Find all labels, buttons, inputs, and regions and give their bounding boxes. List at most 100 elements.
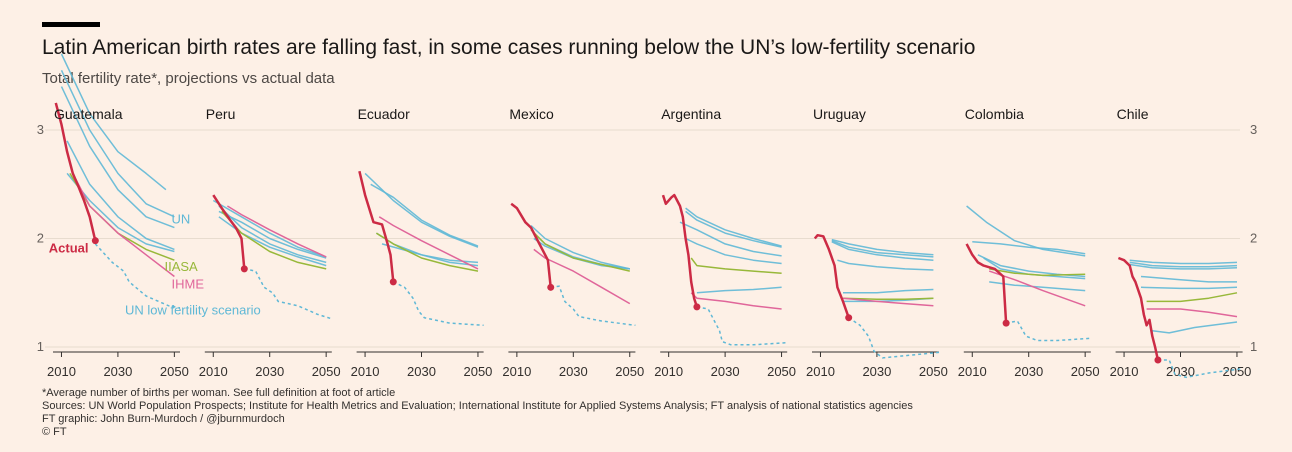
un-projection-line	[1129, 259, 1238, 265]
chart-title: Latin American birth rates are falling f…	[42, 36, 976, 59]
actual-latest-dot	[91, 237, 99, 245]
actual-line	[212, 194, 246, 270]
country-label-mexico: Mexico	[509, 106, 554, 122]
y-tick-left-3: 3	[37, 122, 44, 137]
y-tick-left-1: 1	[37, 339, 44, 354]
un-low-fertility-line	[848, 317, 940, 359]
gridlines	[45, 129, 1240, 348]
x-tick-label-2030: 2030	[103, 364, 132, 379]
series-lines	[54, 53, 1243, 379]
un-projection-line	[685, 207, 782, 247]
un-projection-line	[966, 205, 1086, 257]
x-tick-label-2010: 2010	[958, 364, 987, 379]
x-tick-label-2030: 2030	[255, 364, 284, 379]
un-projection-line	[218, 210, 327, 259]
y-tick-right-2: 2	[1250, 231, 1257, 246]
x-tick-label-2030: 2030	[407, 364, 436, 379]
x-tick-label-2010: 2010	[1110, 364, 1139, 379]
actual-line	[510, 202, 552, 288]
actual-latest-dot	[1154, 356, 1162, 364]
un-low-fertility-line	[94, 243, 181, 309]
x-tick-label-2030: 2030	[1166, 364, 1195, 379]
un-projection-line	[530, 224, 630, 270]
iiasa-projection-line	[690, 257, 782, 274]
un-low-fertility-line	[1005, 320, 1091, 342]
un-projection-line	[972, 241, 1086, 255]
actual-line	[965, 243, 1008, 324]
x-tick-label-2050: 2050	[767, 364, 796, 379]
x-tick-label-2050: 2050	[312, 364, 341, 379]
x-tick-label-2050: 2050	[160, 364, 189, 379]
x-tick-label-2010: 2010	[806, 364, 835, 379]
footnote-sources: Sources: UN World Population Prospects; …	[42, 400, 913, 412]
country-label-peru: Peru	[206, 106, 236, 122]
x-tick-label-2050: 2050	[463, 364, 492, 379]
x-tick-label-2010: 2010	[199, 364, 228, 379]
actual-line	[1117, 256, 1160, 361]
un-projection-line	[218, 205, 327, 264]
y-tick-left-2: 2	[37, 231, 44, 246]
x-tick-label-2010: 2010	[654, 364, 683, 379]
un-projection-line	[1129, 263, 1238, 270]
panel-colombia	[965, 205, 1091, 342]
un-low-fertility-line	[1157, 359, 1243, 379]
actual-latest-dot	[693, 303, 701, 311]
chart-labels: Guatemala UN Actual IIASA IHME UN low fertili…	[49, 106, 1149, 317]
un-projection-line	[1140, 286, 1238, 290]
x-tick-label-2010: 2010	[47, 364, 76, 379]
y-tick-right-3: 3	[1250, 122, 1257, 137]
footnote-credit: FT graphic: John Burn-Murdoch / @jburnmu…	[42, 413, 285, 425]
footnote-copyright: © FT	[42, 426, 67, 438]
actual-line	[661, 193, 699, 308]
ihme-projection-line	[227, 205, 327, 258]
label-actual: Actual	[49, 241, 89, 256]
x-tick-label-2030: 2030	[559, 364, 588, 379]
un-projection-line	[60, 69, 175, 218]
un-projection-line	[60, 86, 175, 229]
ihme-projection-line	[1146, 308, 1238, 318]
panel-guatemala	[54, 53, 181, 309]
ihme-projection-line	[74, 178, 175, 278]
panel-uruguay	[813, 233, 940, 359]
un-projection-line	[1152, 321, 1238, 334]
actual-line	[813, 233, 850, 319]
ihme-projection-line	[842, 297, 934, 307]
ihme-projection-line	[533, 248, 631, 305]
un-projection-line	[1129, 261, 1238, 268]
footnote-definition: *Average number of births per woman. See…	[42, 387, 396, 399]
x-tick-label-2030: 2030	[711, 364, 740, 379]
un-low-fertility-line	[392, 281, 484, 327]
country-label-ecuador: Ecuador	[358, 106, 410, 122]
un-low-fertility-line	[244, 268, 333, 320]
x-tick-label-2050: 2050	[615, 364, 644, 379]
chart-subtitle: Total fertility rate*, projections vs ac…	[42, 70, 335, 87]
y-tick-right-1: 1	[1250, 339, 1257, 354]
country-label-guatemala: Guatemala	[54, 106, 123, 122]
country-label-chile: Chile	[1117, 106, 1149, 122]
country-label-uruguay: Uruguay	[813, 106, 866, 122]
x-tick-label-2010: 2010	[502, 364, 531, 379]
x-tick-label-2050: 2050	[919, 364, 948, 379]
ihme-projection-line	[378, 216, 479, 270]
un-projection-line	[989, 281, 1086, 292]
label-ihme: IHME	[172, 276, 205, 291]
panel-ecuador	[358, 170, 484, 327]
un-projection-line	[679, 221, 782, 257]
x-tick-label-2050: 2050	[1222, 364, 1251, 379]
un-projection-line	[60, 53, 167, 191]
footnotes: *Average number of births per woman. See…	[42, 387, 913, 439]
un-projection-line	[66, 140, 175, 251]
un-projection-line	[685, 237, 782, 265]
panel-argentina	[661, 193, 788, 346]
country-label-argentina: Argentina	[661, 106, 721, 122]
un-projection-line	[685, 210, 782, 248]
un-projection-line	[212, 199, 327, 258]
x-tick-label-2030: 2030	[862, 364, 891, 379]
country-label-colombia: Colombia	[965, 106, 1024, 122]
label-un-low-fertility: UN low fertility scenario	[125, 302, 261, 317]
un-projection-line	[1140, 275, 1237, 283]
un-low-fertility-line	[550, 285, 636, 327]
ft-top-bar	[42, 22, 100, 27]
iiasa-projection-line	[989, 268, 1086, 277]
